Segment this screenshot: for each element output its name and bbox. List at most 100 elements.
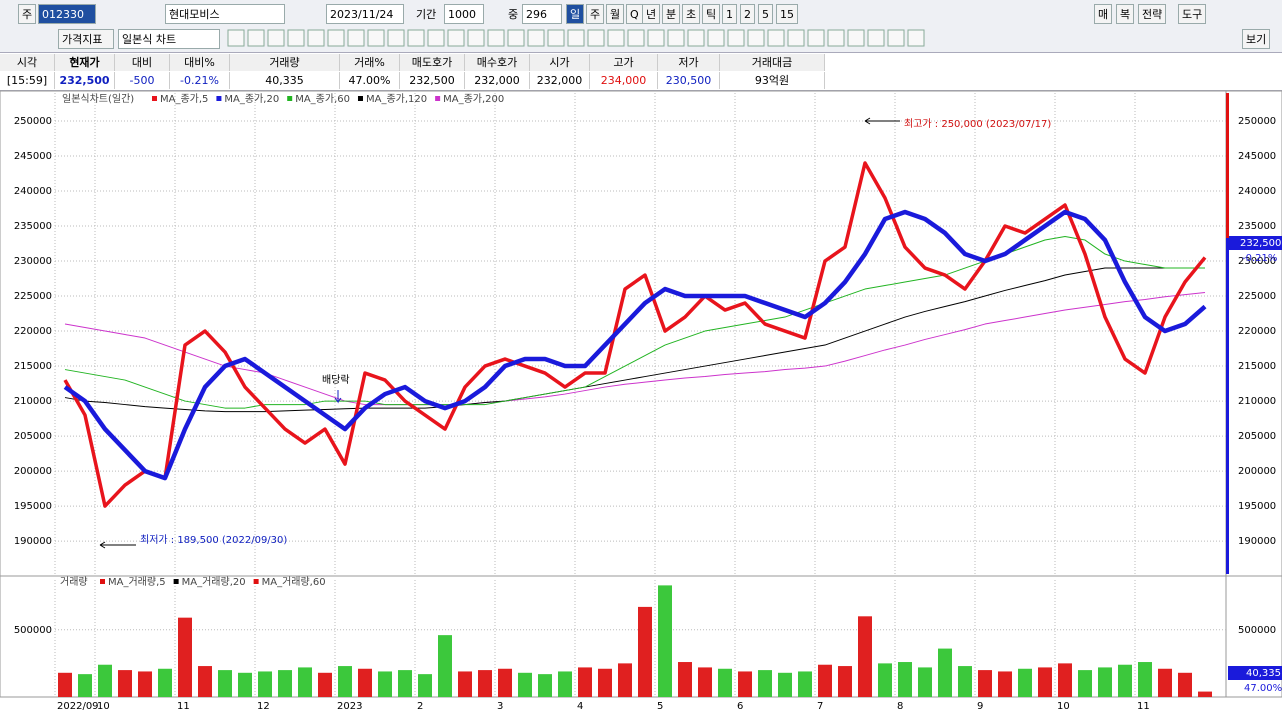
low-annotation: 최저가 : 189,500 (2022/09/30) bbox=[140, 534, 287, 546]
high-marker bbox=[864, 117, 900, 125]
period-week[interactable]: 주 bbox=[586, 4, 605, 24]
market-button[interactable]: 주 bbox=[18, 4, 37, 24]
y-tick-label-right: 240000 bbox=[1238, 186, 1276, 197]
code-input[interactable]: 012330 bbox=[38, 4, 96, 24]
quote-value: 230,500 bbox=[658, 72, 720, 89]
compound-button[interactable]: 복 bbox=[1116, 4, 1135, 24]
volume-bar bbox=[538, 674, 552, 697]
volume-bar bbox=[1198, 691, 1212, 697]
interval-15[interactable]: 15 bbox=[776, 4, 798, 24]
volume-bar bbox=[898, 662, 912, 697]
y-tick-label-right: 195000 bbox=[1238, 501, 1276, 512]
last-price: 232,500 bbox=[1240, 238, 1281, 249]
interval-2[interactable]: 2 bbox=[740, 4, 755, 24]
y-tick-label: 235000 bbox=[14, 221, 52, 232]
legend-title: 일본식차트(일간) bbox=[62, 93, 134, 105]
volume-bar bbox=[858, 616, 872, 697]
y-tick-label: 240000 bbox=[14, 186, 52, 197]
interval-5[interactable]: 5 bbox=[758, 4, 773, 24]
volume-bar bbox=[658, 585, 672, 697]
volume-bar bbox=[878, 663, 892, 697]
quote-header: 거래량 bbox=[230, 54, 340, 71]
volume-bar bbox=[918, 667, 932, 697]
interval-1[interactable]: 1 bbox=[722, 4, 737, 24]
period-minute[interactable]: 분 bbox=[662, 4, 681, 24]
quote-value: 93억원 bbox=[720, 72, 825, 89]
volume-bar bbox=[1178, 672, 1192, 697]
volume-panel bbox=[0, 575, 1282, 698]
y-tick-label: 245000 bbox=[14, 151, 52, 162]
x-tick-label: 4 bbox=[577, 701, 583, 712]
quote-value: 232,500 bbox=[400, 72, 465, 89]
volume-bar bbox=[978, 670, 992, 697]
period-day[interactable]: 일 bbox=[566, 4, 585, 24]
legend-label: MA_거래량,60 bbox=[262, 576, 326, 588]
legend-swatch bbox=[216, 96, 222, 101]
price-panel bbox=[0, 90, 1282, 577]
volume-bar bbox=[198, 666, 212, 697]
volume-bar bbox=[798, 671, 812, 697]
legend-swatch bbox=[287, 96, 293, 101]
zoom-input[interactable]: 296 bbox=[522, 4, 562, 24]
volume-bar bbox=[378, 671, 392, 697]
overlay-button[interactable]: 매 bbox=[1094, 4, 1113, 24]
chart-type-select[interactable]: 일본식 차트 bbox=[118, 29, 220, 49]
volume-bar bbox=[838, 666, 852, 697]
view-button[interactable]: 보기 bbox=[1242, 29, 1271, 49]
period-tick[interactable]: 틱 bbox=[702, 4, 721, 24]
ma-line bbox=[64, 292, 1206, 406]
period-second[interactable]: 초 bbox=[682, 4, 701, 24]
y-tick-label: 220000 bbox=[14, 326, 52, 337]
quote-value: -0.21% bbox=[170, 72, 230, 89]
y-tick-label-right: 190000 bbox=[1238, 536, 1276, 547]
strategy-button[interactable]: 전략 bbox=[1138, 4, 1167, 24]
legend-swatch bbox=[357, 96, 363, 101]
quote-value: 232,000 bbox=[530, 72, 590, 89]
date-input[interactable]: 2023/11/24 bbox=[326, 4, 404, 24]
axis-bar-up bbox=[1226, 93, 1229, 238]
legend-label: MA_거래량,20 bbox=[182, 576, 246, 588]
period-month[interactable]: 월 bbox=[606, 4, 625, 24]
volume-bar bbox=[818, 664, 832, 697]
volume-last: 40,335 bbox=[1246, 668, 1281, 679]
period-quarter[interactable]: Q bbox=[626, 4, 643, 24]
volume-bar bbox=[558, 671, 572, 697]
legend-swatch bbox=[100, 579, 105, 584]
volume-bar bbox=[258, 671, 272, 697]
volume-bar bbox=[758, 670, 772, 697]
volume-bar bbox=[458, 671, 472, 697]
x-tick-label: 9 bbox=[977, 701, 983, 712]
y-tick-label: 190000 bbox=[14, 536, 52, 547]
y-tick-label: 195000 bbox=[14, 501, 52, 512]
volume-bar bbox=[1078, 670, 1092, 697]
period-input[interactable]: 1000 bbox=[444, 4, 484, 24]
volume-bar bbox=[958, 666, 972, 697]
tools-button[interactable]: 도구 bbox=[1178, 4, 1207, 24]
indicator-button[interactable]: 가격지표 bbox=[58, 29, 114, 49]
volume-bar bbox=[98, 664, 112, 697]
quote-value: 234,000 bbox=[590, 72, 658, 89]
volume-bar bbox=[1058, 663, 1072, 697]
volume-bar bbox=[738, 671, 752, 697]
x-tick-label: 7 bbox=[817, 701, 823, 712]
y-tick-label-right: 200000 bbox=[1238, 466, 1276, 477]
volume-bar bbox=[1118, 664, 1132, 697]
legend-swatch bbox=[253, 579, 259, 584]
volume-bar bbox=[58, 672, 72, 697]
volume-bar bbox=[1158, 668, 1172, 697]
volume-bar bbox=[438, 635, 452, 697]
ex-dividend-arrow bbox=[334, 390, 342, 404]
x-tick-label: 2 bbox=[417, 701, 423, 712]
volume-bar bbox=[1098, 667, 1112, 697]
volume-bar bbox=[478, 670, 492, 697]
stock-name[interactable]: 현대모비스 bbox=[165, 4, 285, 24]
y-tick-label-right: 215000 bbox=[1238, 361, 1276, 372]
legend-label: MA_종가,20 bbox=[224, 93, 279, 105]
legend-swatch bbox=[173, 579, 179, 584]
period-year[interactable]: 년 bbox=[642, 4, 661, 24]
x-tick-label: 3 bbox=[497, 701, 503, 712]
x-tick-label: 2023 bbox=[337, 701, 362, 712]
legend-swatch bbox=[152, 96, 157, 101]
y-tick-label-right: 500000 bbox=[1238, 625, 1276, 636]
